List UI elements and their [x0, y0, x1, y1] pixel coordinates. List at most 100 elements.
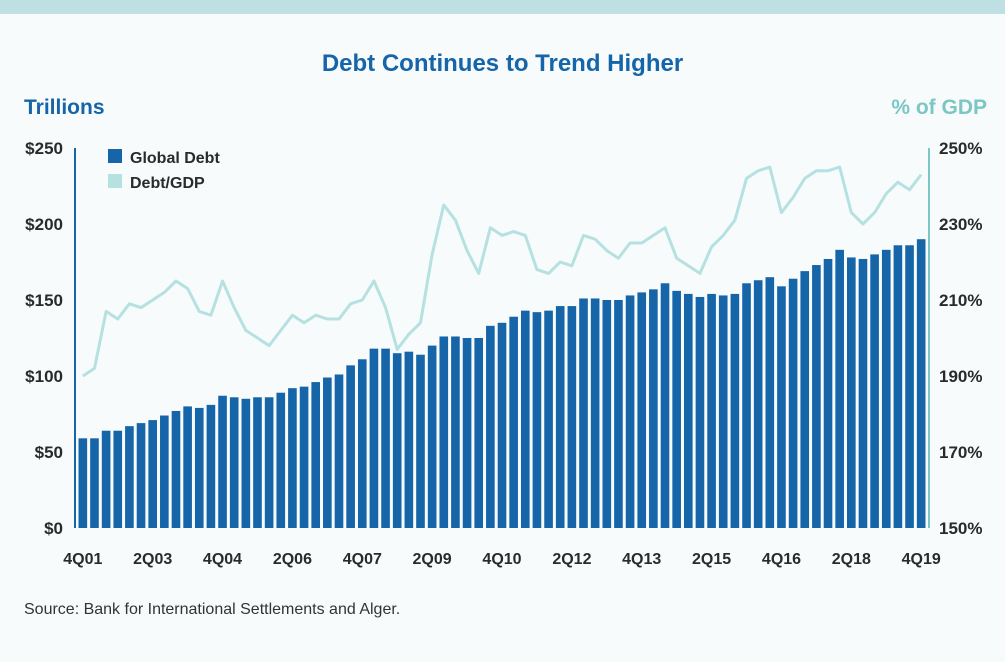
bar [346, 365, 355, 528]
bar [160, 415, 169, 528]
bar [194, 407, 204, 528]
bar [78, 438, 88, 528]
bar [847, 257, 856, 528]
bar [753, 280, 763, 528]
left-axis-tick-label: $50 [35, 443, 63, 462]
bar [497, 322, 507, 528]
x-axis-tick-label: 4Q04 [203, 551, 242, 568]
x-axis-tick-label: 2Q18 [832, 551, 871, 568]
bar [381, 348, 390, 528]
bar [334, 374, 344, 528]
bar [288, 388, 297, 528]
bar [311, 382, 321, 528]
top-band [0, 0, 1005, 14]
right-axis-ticks: 150% 170% 190% 210% 230% 250% [939, 139, 982, 538]
bar [660, 283, 670, 528]
bar [579, 298, 588, 528]
left-axis-tick-label: $100 [25, 367, 63, 386]
bar [788, 278, 798, 528]
bar [707, 293, 716, 528]
bar [881, 249, 891, 528]
bar [800, 271, 810, 528]
bar [777, 286, 786, 528]
bar [136, 423, 146, 528]
bar [218, 395, 227, 528]
bar [171, 410, 181, 528]
bar [730, 293, 740, 528]
bar [509, 316, 518, 528]
left-axis-tick-label: $150 [25, 291, 63, 310]
chart-title: Debt Continues to Trend Higher [321, 50, 684, 77]
legend-label-global-debt: Global Debt [130, 150, 220, 167]
x-axis-tick-label: 4Q01 [63, 551, 102, 568]
bar [695, 296, 705, 528]
x-axis-tick-label: 2Q15 [692, 551, 731, 568]
bar [567, 306, 577, 528]
bar-series-global-debt [78, 239, 926, 528]
left-axis-tick-label: $250 [25, 139, 63, 158]
bar [835, 249, 844, 528]
bar [101, 430, 111, 528]
bar [532, 312, 542, 528]
bar [870, 254, 879, 528]
x-axis-tick-label: 4Q16 [762, 551, 801, 568]
bar [299, 386, 309, 528]
bar [439, 336, 449, 528]
bar [486, 325, 495, 528]
x-axis-ticks: 4Q01 2Q03 4Q04 2Q06 4Q07 2Q09 4Q10 2Q12 4Q13 2Q15… [63, 551, 941, 568]
x-axis-tick-label: 2Q12 [552, 551, 591, 568]
x-axis-tick-label: 2Q06 [273, 551, 312, 568]
left-axis-unit-label: Trillions [24, 96, 105, 119]
bar [625, 295, 635, 528]
bar [905, 245, 914, 528]
bar [916, 239, 926, 528]
bar [416, 354, 425, 528]
bar [427, 345, 437, 528]
bar [264, 397, 274, 528]
left-axis-ticks: $0 $50 $100 $150 $200 $250 [25, 139, 63, 538]
bar [649, 289, 658, 528]
x-axis-tick-label: 4Q10 [482, 551, 521, 568]
line-series-debt-gdp [82, 165, 923, 378]
bar [614, 300, 623, 528]
left-axis-tick-label: $0 [44, 519, 63, 538]
bar [229, 397, 239, 528]
x-axis-tick-label: 4Q13 [622, 551, 661, 568]
bar [823, 258, 833, 528]
bar [672, 290, 681, 528]
bar [718, 295, 728, 528]
right-axis-tick-label: 230% [939, 215, 982, 234]
x-axis-tick-label: 2Q03 [133, 551, 172, 568]
bar [113, 430, 123, 528]
bar [404, 351, 414, 528]
x-axis-tick-label: 2Q09 [413, 551, 452, 568]
bar [451, 336, 460, 528]
bar [683, 293, 693, 528]
bar [544, 310, 553, 528]
bar [602, 300, 612, 528]
right-axis-tick-label: 250% [939, 139, 982, 158]
bar [520, 310, 530, 528]
right-axis-tick-label: 210% [939, 291, 982, 310]
bar [637, 292, 647, 528]
bar [858, 258, 868, 528]
legend: Global Debt Debt/GDP [108, 149, 220, 192]
source-note: Source: Bank for International Settlemen… [24, 601, 401, 618]
bar [742, 283, 751, 528]
bar [357, 359, 367, 528]
bar [462, 338, 472, 528]
bar [183, 406, 192, 528]
bar [241, 398, 251, 528]
right-axis-unit-label: % of GDP [891, 96, 987, 119]
bar [148, 420, 157, 528]
bar [369, 348, 379, 528]
bar [812, 265, 821, 528]
right-axis-tick-label: 150% [939, 519, 982, 538]
bar [90, 438, 99, 528]
legend-label-debt-gdp: Debt/GDP [130, 175, 205, 192]
bar [206, 404, 216, 528]
bar [555, 306, 565, 528]
x-axis-tick-label: 4Q07 [343, 551, 382, 568]
legend-swatch-global-debt [108, 149, 122, 163]
